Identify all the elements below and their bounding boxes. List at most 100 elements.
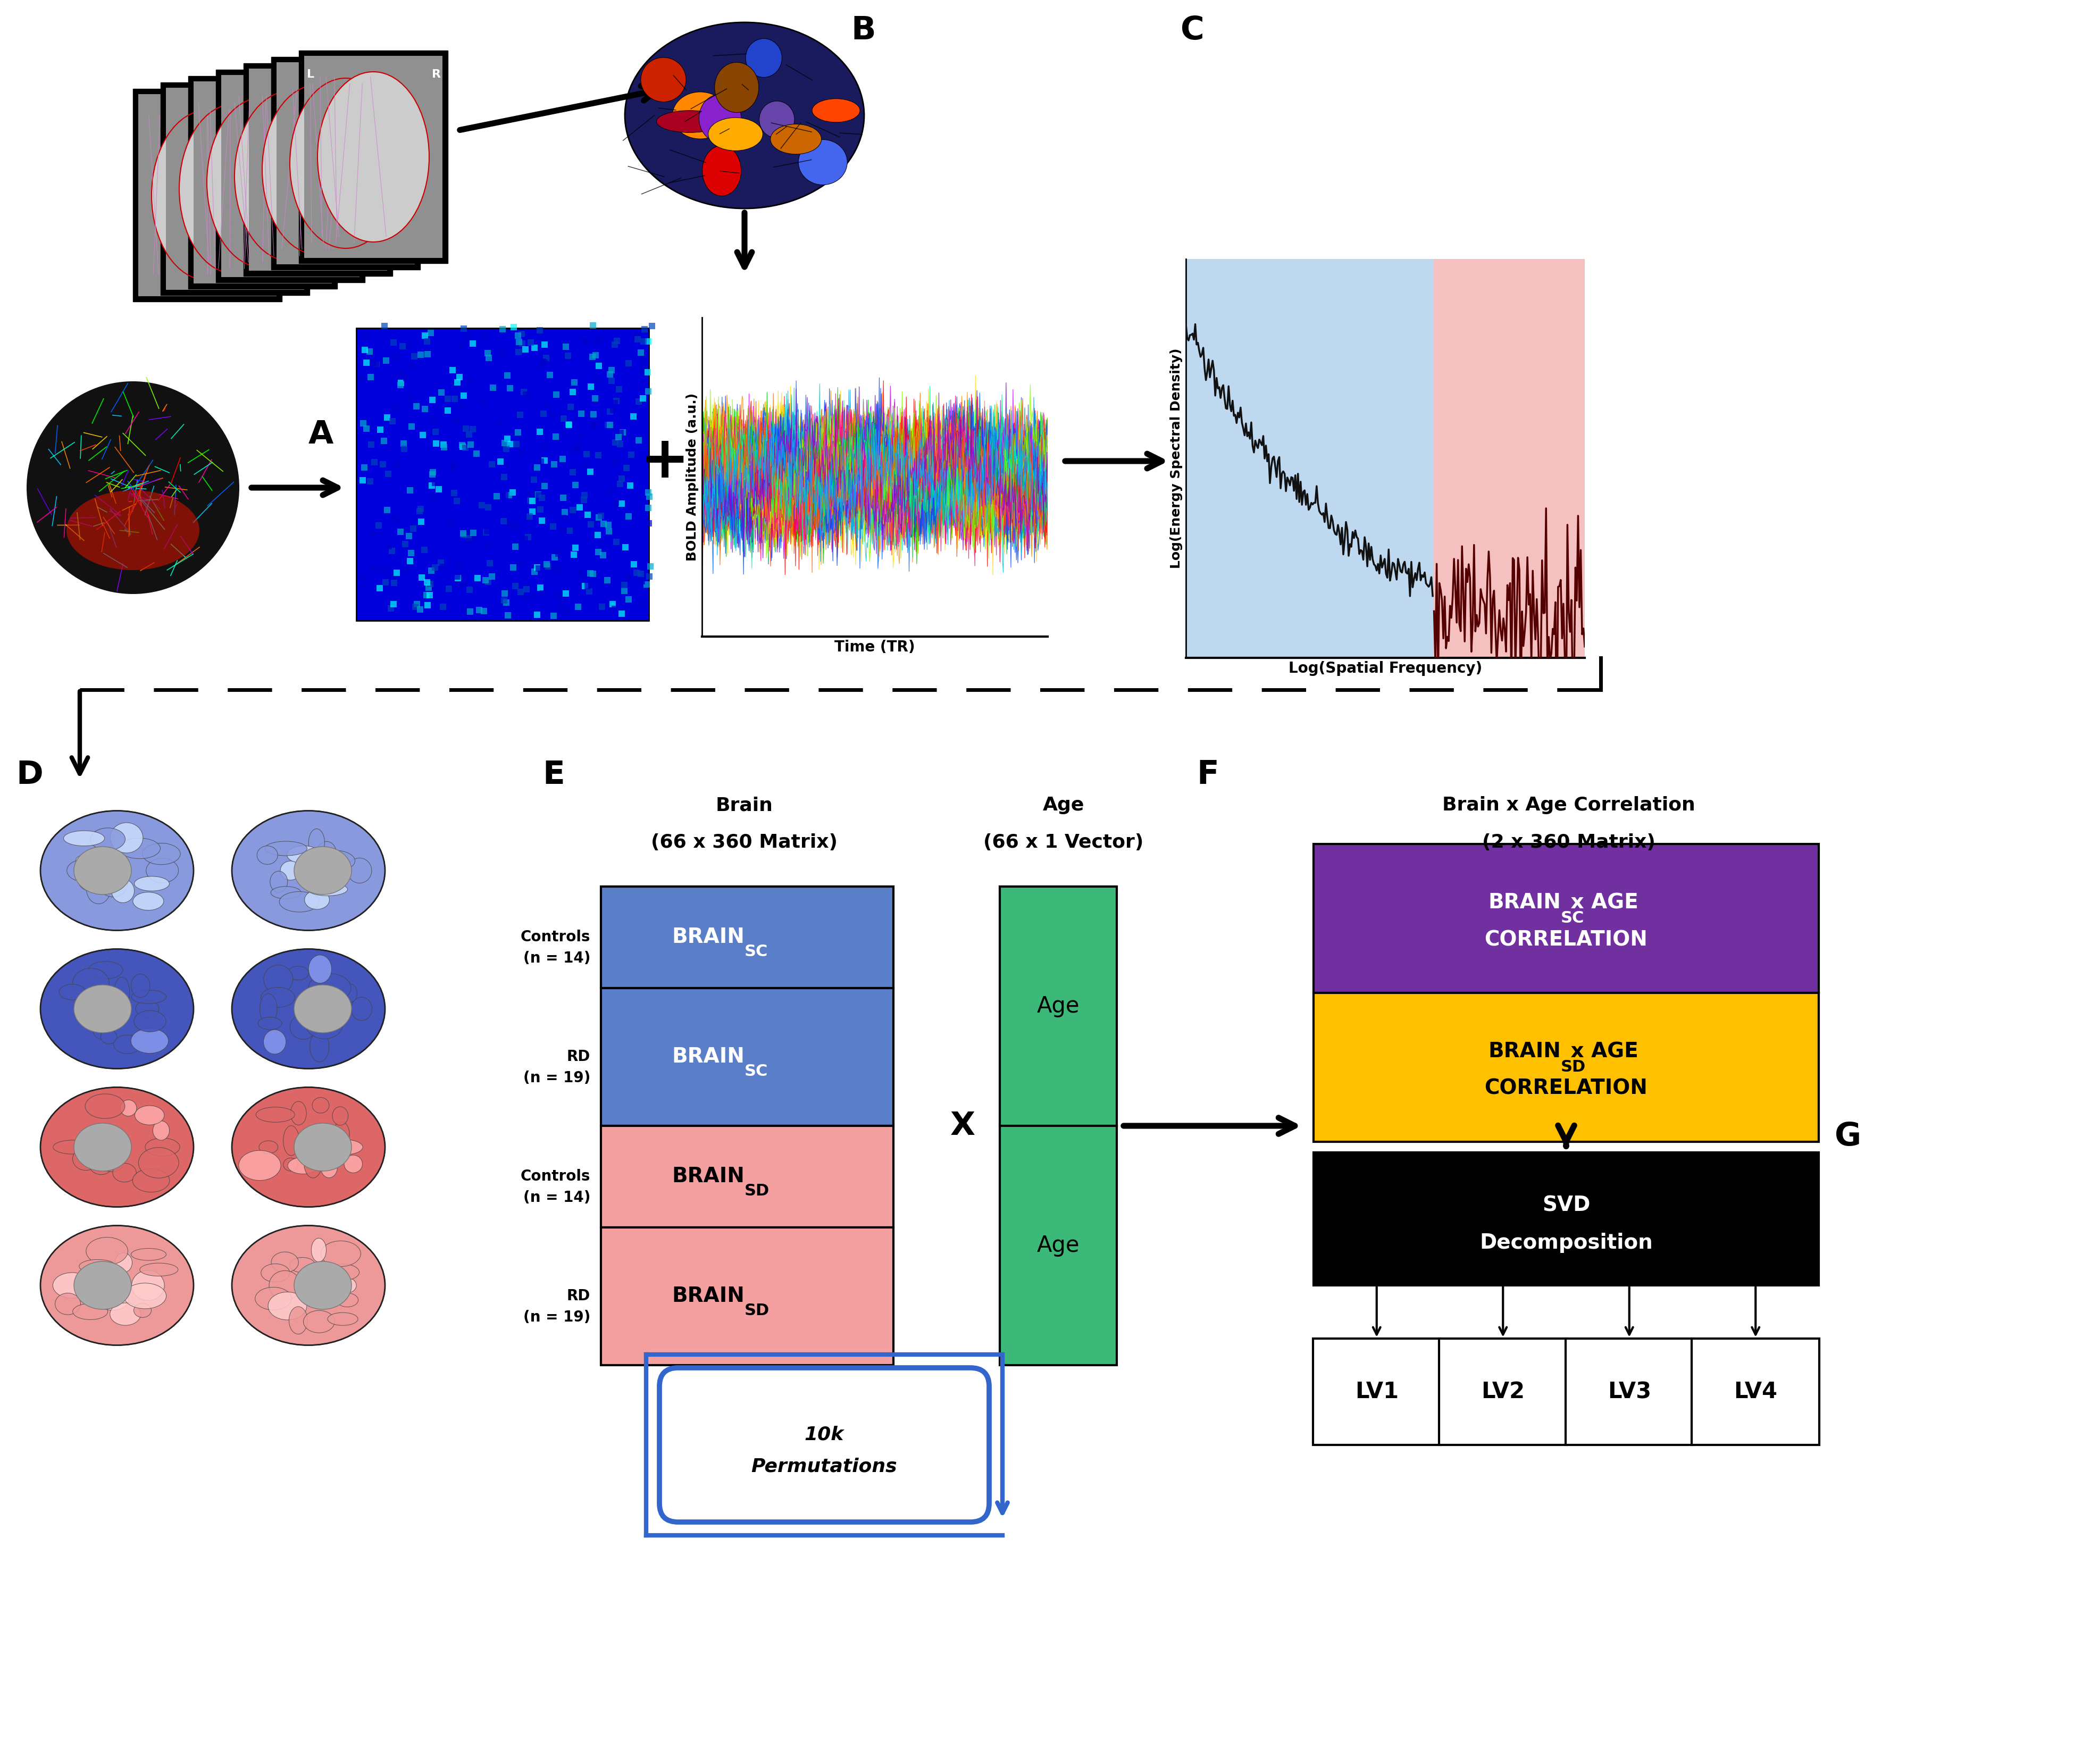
- Bar: [392, 580, 398, 586]
- Bar: [641, 369, 647, 374]
- Ellipse shape: [707, 118, 763, 150]
- Bar: [628, 452, 635, 459]
- Bar: [614, 499, 620, 506]
- Ellipse shape: [27, 381, 239, 594]
- Bar: [363, 333, 369, 339]
- Bar: [133, 88, 282, 302]
- Bar: [570, 552, 577, 557]
- Bar: [504, 436, 510, 441]
- Bar: [581, 339, 587, 344]
- Text: LV2: LV2: [1481, 1381, 1524, 1402]
- Text: B: B: [850, 14, 875, 46]
- Ellipse shape: [120, 1101, 137, 1117]
- Bar: [583, 452, 589, 457]
- Bar: [548, 372, 554, 377]
- Bar: [635, 337, 641, 342]
- Bar: [500, 326, 506, 332]
- Bar: [587, 469, 593, 475]
- Bar: [160, 83, 309, 295]
- Text: (66 x 360 Matrix): (66 x 360 Matrix): [651, 833, 838, 852]
- Bar: [398, 381, 404, 388]
- Bar: [514, 443, 521, 450]
- Bar: [465, 534, 473, 542]
- Bar: [556, 566, 562, 573]
- Bar: [394, 462, 400, 467]
- Bar: [417, 506, 423, 512]
- Bar: [552, 563, 558, 570]
- Bar: [558, 603, 564, 609]
- Bar: [384, 358, 390, 363]
- Bar: [523, 346, 529, 353]
- Bar: [531, 594, 537, 602]
- Bar: [514, 349, 523, 356]
- Ellipse shape: [303, 1311, 334, 1334]
- Bar: [465, 538, 471, 545]
- Bar: [433, 441, 440, 446]
- Bar: [429, 494, 436, 501]
- Bar: [574, 603, 581, 610]
- Bar: [363, 584, 369, 591]
- Ellipse shape: [317, 72, 429, 242]
- Bar: [574, 443, 581, 450]
- Bar: [398, 379, 404, 386]
- Bar: [641, 362, 647, 367]
- Text: Age: Age: [1037, 995, 1081, 1018]
- Text: SVD: SVD: [1543, 1196, 1591, 1215]
- Bar: [421, 406, 427, 413]
- Bar: [454, 573, 460, 580]
- Bar: [606, 522, 612, 527]
- Bar: [606, 422, 612, 429]
- Bar: [502, 598, 508, 603]
- Ellipse shape: [66, 490, 199, 570]
- Ellipse shape: [798, 139, 848, 185]
- Bar: [504, 612, 510, 619]
- Bar: [429, 483, 436, 489]
- Bar: [189, 76, 338, 289]
- Bar: [440, 445, 448, 450]
- Bar: [572, 446, 579, 453]
- Text: (n = 14): (n = 14): [523, 951, 591, 967]
- Ellipse shape: [232, 1087, 386, 1207]
- Text: SD: SD: [1562, 1060, 1587, 1074]
- Ellipse shape: [85, 995, 104, 1023]
- Bar: [402, 542, 409, 547]
- Ellipse shape: [324, 868, 338, 891]
- Bar: [463, 445, 469, 452]
- Ellipse shape: [295, 1124, 351, 1171]
- Bar: [595, 531, 601, 538]
- Bar: [566, 527, 572, 534]
- Bar: [523, 536, 529, 543]
- Ellipse shape: [87, 1237, 129, 1265]
- Bar: [612, 439, 618, 446]
- Bar: [276, 62, 415, 265]
- Bar: [570, 379, 579, 386]
- Bar: [620, 587, 628, 594]
- Bar: [460, 531, 467, 536]
- Ellipse shape: [309, 954, 332, 983]
- Text: BRAIN: BRAIN: [1487, 893, 1562, 912]
- Bar: [510, 325, 516, 330]
- Bar: [568, 506, 577, 513]
- Bar: [1313, 1152, 1819, 1286]
- Bar: [431, 429, 440, 436]
- Bar: [375, 522, 382, 529]
- Bar: [635, 399, 643, 404]
- Bar: [440, 603, 446, 610]
- Bar: [556, 550, 562, 557]
- Bar: [589, 570, 595, 577]
- Ellipse shape: [133, 893, 164, 910]
- Ellipse shape: [313, 1002, 334, 1027]
- Bar: [579, 573, 587, 580]
- Bar: [531, 476, 537, 483]
- Ellipse shape: [309, 974, 351, 1002]
- Bar: [618, 476, 624, 482]
- Bar: [601, 520, 608, 527]
- Text: E: E: [543, 760, 564, 790]
- Bar: [545, 563, 552, 570]
- X-axis label: Log(Spatial Frequency): Log(Spatial Frequency): [1288, 662, 1483, 676]
- Bar: [373, 362, 380, 367]
- Ellipse shape: [624, 23, 865, 208]
- Ellipse shape: [239, 1150, 280, 1180]
- Ellipse shape: [321, 1240, 361, 1267]
- Ellipse shape: [87, 873, 110, 903]
